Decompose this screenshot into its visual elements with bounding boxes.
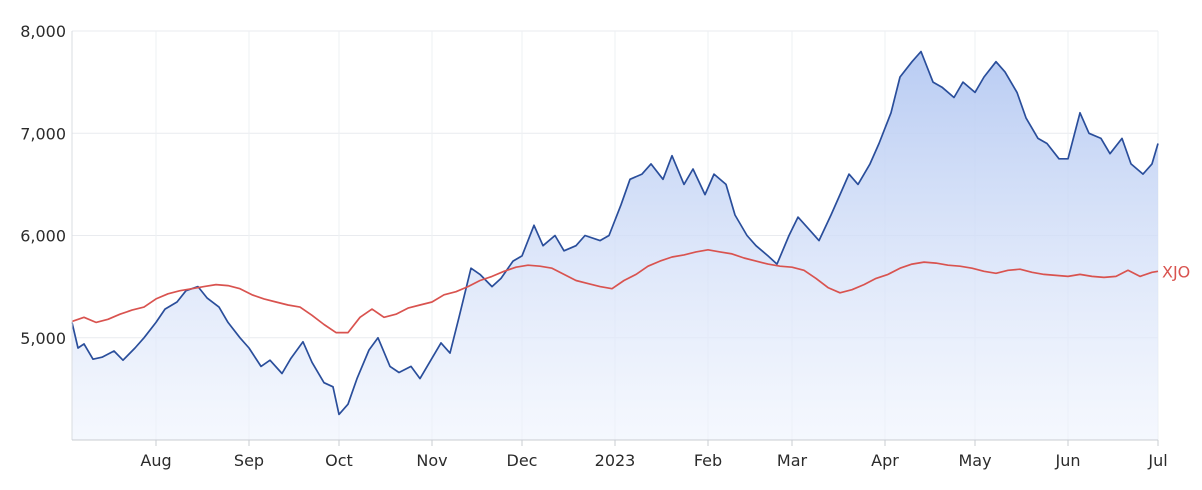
series-stock-line: [71, 50, 1159, 416]
x-tick-label: Nov: [416, 451, 447, 470]
x-tick-label: Feb: [694, 451, 722, 470]
x-tick-label: Apr: [871, 451, 899, 470]
x-tick-label: Mar: [777, 451, 808, 470]
x-tick-label: Jul: [1147, 451, 1167, 470]
x-tick-label: Dec: [507, 451, 538, 470]
y-tick-label: 7,000: [20, 124, 66, 143]
label-layer: 5,000 6,000 7,000 8,000 Aug Sep Oct Nov Dec 2023 F…: [20, 22, 1190, 470]
x-tick-label: May: [958, 451, 991, 470]
line-layer: [71, 50, 1159, 416]
series-index-label: XJO: [1162, 262, 1190, 281]
x-tick-label: 2023: [595, 451, 636, 470]
x-tick-label: Sep: [234, 451, 264, 470]
x-tick-label: Jun: [1055, 451, 1081, 470]
area-layer: [72, 51, 1158, 440]
y-tick-label: 6,000: [20, 227, 66, 246]
y-tick-label: 8,000: [20, 22, 66, 41]
axis-layer: [71, 31, 1159, 446]
series-index-line: [71, 248, 1159, 334]
y-tick-label: 5,000: [20, 329, 66, 348]
x-tick-label: Aug: [140, 451, 171, 470]
x-tick-label: Oct: [325, 451, 353, 470]
series-stock-area: [72, 51, 1158, 440]
